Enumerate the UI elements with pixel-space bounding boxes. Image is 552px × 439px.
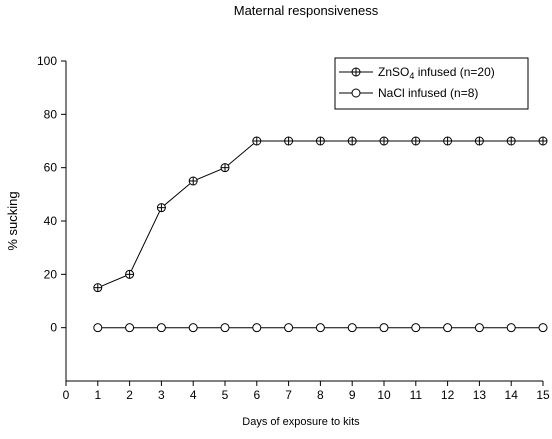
data-point-znso4: [284, 136, 294, 146]
data-point-znso4: [443, 136, 453, 146]
x-tick-label: 12: [441, 388, 455, 402]
data-point-nacl: [411, 323, 421, 333]
legend-marker-nacl-circle: [351, 88, 361, 98]
data-point-nacl-circle: [443, 323, 453, 333]
data-point-znso4: [315, 136, 325, 146]
data-point-nacl: [93, 323, 103, 333]
data-point-nacl-circle: [125, 323, 135, 333]
y-tick-label: 60: [44, 161, 58, 175]
data-point-znso4: [538, 136, 548, 146]
legend-label-nacl-main: NaCl infused (n=8): [378, 86, 478, 100]
x-axis-label: Days of exposure to kits: [242, 416, 360, 428]
y-axis-label: % sucking: [5, 191, 20, 250]
data-point-nacl: [347, 323, 357, 333]
data-point-nacl: [443, 323, 453, 333]
series-line-znso4: [97, 140, 543, 289]
data-point-nacl-circle: [93, 323, 103, 333]
legend-label-znso4-rest: infused (n=20): [414, 65, 494, 79]
x-tick-label: 10: [377, 388, 391, 402]
data-point-nacl: [156, 323, 166, 333]
data-point-znso4: [506, 136, 516, 146]
y-tick-label: 80: [44, 107, 58, 121]
data-point-znso4: [347, 136, 357, 146]
y-axis-ticks: 0 20 40 60 80 100: [37, 54, 66, 335]
data-point-znso4: [379, 136, 389, 146]
legend-label-znso4-subscript: 4: [409, 71, 414, 81]
x-tick-label: 8: [317, 388, 324, 402]
data-point-nacl-circle: [315, 323, 325, 333]
x-tick-label: 4: [190, 388, 197, 402]
x-tick-label: 15: [536, 388, 550, 402]
data-point-znso4: [474, 136, 484, 146]
x-tick-label: 9: [349, 388, 356, 402]
data-point-nacl-circle: [538, 323, 548, 333]
data-point-nacl: [315, 323, 325, 333]
x-tick-label: 6: [253, 388, 260, 402]
x-tick-label: 7: [285, 388, 292, 402]
data-point-nacl-circle: [284, 323, 294, 333]
legend-marker-znso4: [351, 67, 361, 77]
x-tick-label: 2: [126, 388, 133, 402]
data-point-znso4: [252, 136, 262, 146]
x-tick-label: 0: [63, 388, 70, 402]
y-tick-label: 20: [44, 267, 58, 281]
y-tick-label: 0: [50, 321, 57, 335]
data-point-znso4: [188, 176, 198, 186]
x-tick-label: 3: [158, 388, 165, 402]
data-point-nacl-circle: [347, 323, 357, 333]
legend-markers: [339, 67, 373, 98]
data-point-nacl-circle: [156, 323, 166, 333]
data-point-nacl: [252, 323, 262, 333]
data-point-znso4: [93, 283, 103, 293]
legend-marker-nacl: [351, 88, 361, 98]
data-point-nacl-circle: [188, 323, 198, 333]
legend-label-znso4-main: ZnSO: [378, 65, 409, 79]
data-point-nacl-circle: [379, 323, 389, 333]
data-point-znso4: [220, 163, 230, 173]
data-point-znso4: [411, 136, 421, 146]
data-point-nacl-circle: [506, 323, 516, 333]
data-point-nacl-circle: [474, 323, 484, 333]
data-point-nacl: [284, 323, 294, 333]
y-tick-label: 100: [37, 54, 57, 68]
data-point-nacl-circle: [252, 323, 262, 333]
data-point-nacl-circle: [220, 323, 230, 333]
data-point-znso4: [125, 269, 135, 279]
x-tick-label: 14: [505, 388, 519, 402]
legend-box: [334, 57, 529, 110]
data-point-znso4: [156, 203, 166, 213]
data-point-nacl-circle: [411, 323, 421, 333]
x-axis-ticks: 0 1 2 3 4 5 6 7 8 9 10 11 12 13 14 15: [63, 381, 550, 402]
series-layer: [93, 136, 548, 333]
chart-title: Maternal responsiveness: [234, 3, 379, 18]
data-point-nacl: [220, 323, 230, 333]
x-tick-label: 1: [94, 388, 101, 402]
data-point-nacl: [506, 323, 516, 333]
data-point-nacl: [125, 323, 135, 333]
data-point-nacl: [379, 323, 389, 333]
data-point-nacl: [188, 323, 198, 333]
legend: ZnSO4 infused (n=20) NaCl infused (n=8): [334, 57, 529, 110]
legend-label-znso4: ZnSO4 infused (n=20): [378, 65, 495, 81]
x-tick-label: 11: [410, 388, 423, 402]
data-point-nacl: [538, 323, 548, 333]
data-point-nacl: [474, 323, 484, 333]
legend-label-nacl: NaCl infused (n=8): [378, 86, 478, 100]
x-tick-label: 13: [473, 388, 487, 402]
x-tick-label: 5: [222, 388, 229, 402]
y-tick-label: 40: [44, 214, 58, 228]
